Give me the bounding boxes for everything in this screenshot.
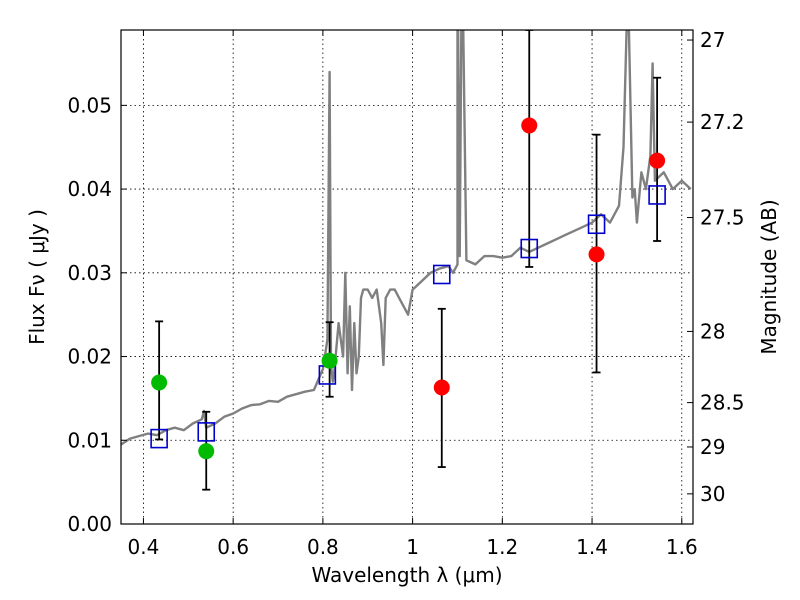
model-square-marker [587, 214, 606, 235]
data-point-marker [321, 352, 338, 369]
y2-tick-label: 27 [700, 28, 725, 52]
y-tick-label: 0.04 [67, 177, 112, 201]
y-tick-label: 0.02 [67, 345, 112, 369]
axis-ticks: 0.4 0.6 0.8 1 1.2 1.4 1.6 0.00 0.01 0.02 0.03 0.04 0… [67, 28, 744, 559]
x-tick-label: 1.2 [486, 535, 518, 559]
y2-tick-label: 29 [700, 435, 725, 459]
x-tick-label: 1 [406, 535, 419, 559]
y-tick-label: 0.03 [67, 261, 112, 285]
plot-area [121, 30, 692, 491]
y-axis-label: Flux Fν ( μJy ) [25, 209, 49, 345]
model-square-marker [432, 264, 451, 285]
model-square-marker [648, 185, 666, 205]
data-point-marker [649, 152, 666, 169]
y2-tick-label: 27.5 [700, 206, 745, 230]
y2-tick-label: 28.5 [700, 391, 745, 415]
data-point-marker [521, 117, 538, 134]
x-tick-label: 0.4 [128, 535, 160, 559]
y-tick-label: 0.01 [67, 428, 112, 452]
data-point-marker [198, 443, 215, 460]
y2-axis-label: Magnitude (AB) [757, 199, 781, 354]
model-square-marker [520, 238, 539, 259]
model-square-marker [197, 422, 216, 442]
data-point-marker [433, 379, 450, 396]
y-tick-label: 0.05 [67, 93, 112, 117]
x-axis-label: Wavelength λ (μm) [311, 563, 502, 587]
x-tick-label: 1.6 [666, 535, 698, 559]
plot-frame [120, 29, 694, 525]
y2-tick-label: 30 [700, 482, 725, 506]
x-tick-label: 1.4 [576, 535, 608, 559]
data-point-marker [588, 246, 605, 263]
data-point-marker [151, 374, 168, 391]
x-tick-label: 0.6 [217, 535, 249, 559]
model-square-marker [150, 428, 168, 449]
x-tick-label: 0.8 [307, 535, 339, 559]
y-tick-label: 0.00 [67, 512, 112, 536]
grid [121, 30, 693, 524]
y2-tick-label: 27.2 [700, 110, 745, 134]
y2-tick-label: 28 [700, 319, 725, 343]
